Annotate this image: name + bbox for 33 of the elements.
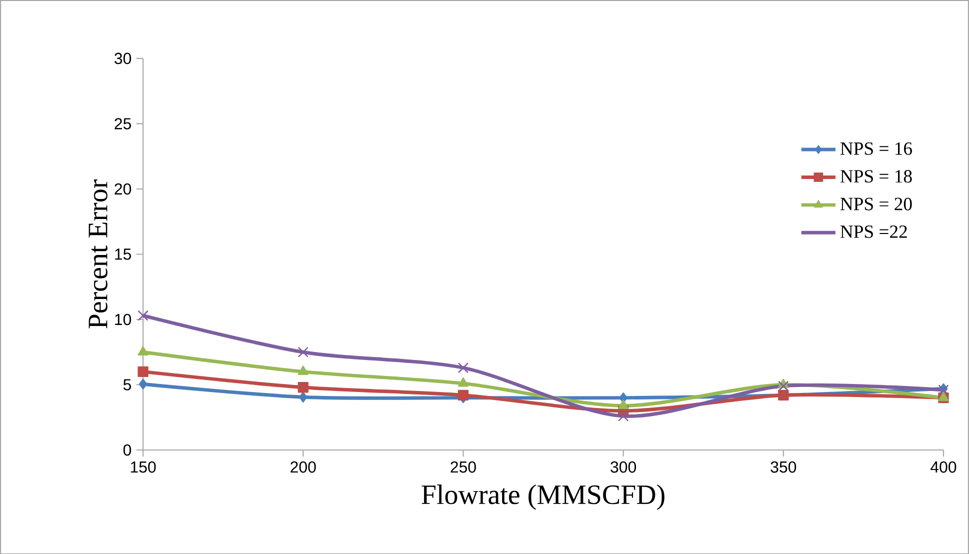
x-tick-label: 400 [930,461,956,472]
point [138,366,148,377]
point [618,399,629,409]
y-tick-label: 20 [114,183,132,194]
legend-label: NPS = 18 [840,170,912,182]
y-tick-label: 30 [114,52,132,64]
x-tick-label: 350 [770,461,796,472]
point [458,362,469,373]
y-tick-label: 0 [123,444,132,456]
x-tick-label: 150 [130,461,156,472]
y-axis-title: Percent Error [88,179,108,328]
point [618,410,629,422]
x-axis-title: Flowrate (MMSCFD) [422,484,664,510]
x-tick-label: 300 [610,461,636,472]
point [298,392,308,402]
point [298,365,308,375]
x-tick-label: 200 [290,461,316,472]
x-tick-label: 250 [450,461,476,472]
y-tick-label: 10 [115,314,132,325]
point [458,377,469,387]
point [138,310,148,321]
point [138,378,148,390]
legend-label: NPS = 20 [840,198,912,210]
point [778,380,789,392]
y-tick-label: 25 [114,118,132,130]
point [298,382,308,392]
legend-label: NPS =22 [840,225,907,238]
y-tick-label: 5 [123,378,132,390]
y-tick-label: 15 [115,248,132,260]
point [458,390,469,400]
point [138,346,148,356]
legend-label: NPS = 16 [840,142,912,155]
point [298,346,309,358]
